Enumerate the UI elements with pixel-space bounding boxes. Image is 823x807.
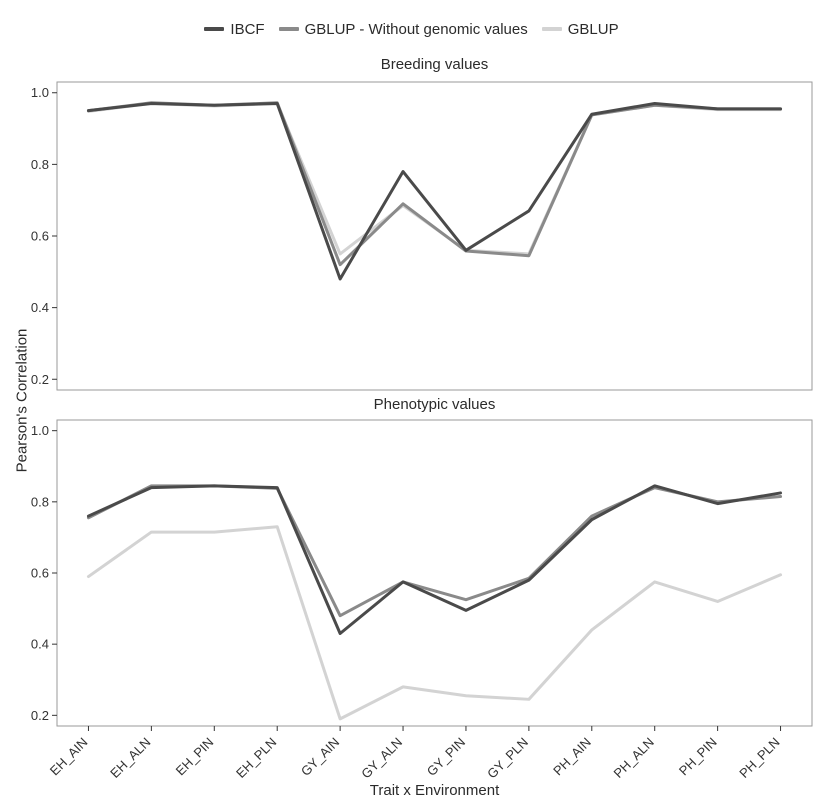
legend-line-swatch (278, 27, 299, 31)
series-line-gblup-without-genomic-values (86, 101, 783, 267)
series-line-ibcf (86, 484, 783, 635)
legend-label: GBLUP (567, 20, 619, 38)
x-tick-label: GY_PLN (484, 735, 531, 782)
series-line-gblup (86, 525, 783, 721)
x-tick-label: GY_ALN (358, 735, 405, 782)
x-tick-label: GY_PIN (424, 735, 468, 779)
y-tick-label: 0.4 (31, 637, 49, 652)
x-tick-label: PH_PIN (676, 735, 720, 779)
x-tick-label: EH_PIN (173, 735, 217, 779)
legend-label: GBLUP - Without genomic values (304, 20, 528, 38)
legend-line-swatch (541, 27, 562, 31)
y-tick-label: 0.6 (31, 229, 49, 244)
y-tick-label: 0.2 (31, 372, 49, 387)
legend: IBCF GBLUP - Without genomic values GBLUP (0, 16, 823, 42)
series-line-ibcf (86, 101, 783, 281)
x-tick-label: PH_ALN (610, 735, 656, 781)
y-tick-label: 0.4 (31, 300, 49, 315)
legend-item: GBLUP - Without genomic values (278, 20, 528, 38)
y-tick-label: 0.2 (31, 708, 49, 723)
panel-title-phenotypic-values: Phenotypic values (373, 396, 496, 413)
legend-line-swatch (204, 27, 225, 31)
y-tick-label: 0.8 (31, 494, 49, 509)
x-tick-label: PH_AIN (550, 735, 594, 779)
y-tick-label: 1.0 (31, 423, 49, 438)
y-axis: 0.2 0.4 0.6 0.8 1.0 (31, 423, 57, 723)
x-tick-label: EH_PLN (233, 735, 279, 781)
x-tick-label: GY_AIN (298, 735, 342, 779)
breeding-values-plot: 0.2 0.4 0.6 0.8 1.0 (31, 81, 813, 391)
y-tick-label: 0.6 (31, 566, 49, 581)
y-axis-title: Pearson's Correlation (13, 328, 31, 473)
legend-label: IBCF (230, 20, 265, 38)
x-axis-title: Trait x Environment (369, 782, 500, 799)
y-axis: 0.2 0.4 0.6 0.8 1.0 (31, 85, 57, 387)
x-tick-label: PH_PLN (736, 735, 782, 781)
y-tick-label: 0.8 (31, 157, 49, 172)
legend-item: GBLUP (541, 20, 619, 38)
series-line-gblup (86, 101, 783, 256)
x-axis: EH_AIN EH_ALN EH_PIN EH_PLN GY_AIN GY_ALN GY_P… (47, 726, 783, 781)
panel-border (56, 81, 813, 391)
phenotypic-values-plot: 0.2 0.4 0.6 0.8 1.0 EH_AIN EH_ALN EH_PIN EH_PLN G… (31, 419, 813, 781)
panel-title-breeding-values: Breeding values (380, 56, 489, 73)
x-tick-label: EH_ALN (107, 735, 153, 781)
legend-item: IBCF (204, 20, 265, 38)
x-tick-label: EH_AIN (47, 735, 91, 779)
panel-border (56, 419, 813, 727)
y-tick-label: 1.0 (31, 85, 49, 100)
